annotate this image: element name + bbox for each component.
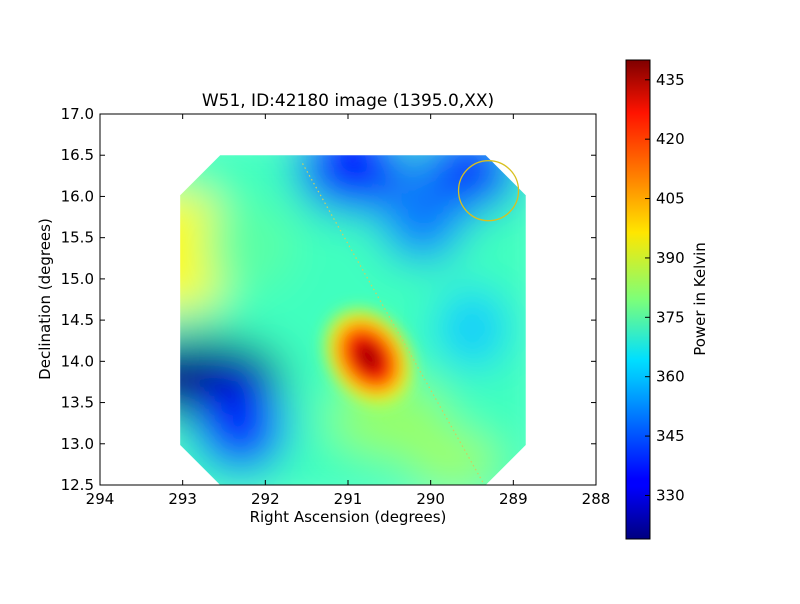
x-tick-label: 289 xyxy=(499,490,528,508)
x-tick-label: 291 xyxy=(334,490,363,508)
y-tick-label: 14.5 xyxy=(61,311,94,329)
colorbar-tick-label: 435 xyxy=(656,71,685,89)
x-axis-ticks: 294 293 292 291 290 289 288 xyxy=(86,114,611,508)
y-tick-label: 16.5 xyxy=(61,146,94,164)
y-tick-label: 16.0 xyxy=(61,187,94,205)
y-tick-label: 13.0 xyxy=(61,435,94,453)
y-tick-label: 12.5 xyxy=(61,476,94,494)
y-tick-label: 15.5 xyxy=(61,229,94,247)
y-tick-label: 17.0 xyxy=(61,105,94,123)
colorbar-tick-label: 390 xyxy=(656,249,685,267)
x-tick-label: 292 xyxy=(251,490,280,508)
colorbar-ticks: 330 345 360 375 390 405 420 435 xyxy=(645,71,685,504)
colorbar-tick-label: 375 xyxy=(656,308,685,326)
colorbar-label: Power in Kelvin xyxy=(691,242,709,356)
colorbar-tick-label: 360 xyxy=(656,368,685,386)
colorbar-tick-label: 420 xyxy=(656,130,685,148)
chart-title: W51, ID:42180 image (1395.0,XX) xyxy=(202,91,494,111)
y-axis-ticks: 12.5 13.0 13.5 14.0 14.5 15.0 15.5 16.0 16.5 17.0 xyxy=(61,105,596,494)
x-tick-label: 288 xyxy=(582,490,611,508)
colorbar-tick-label: 330 xyxy=(656,486,685,504)
heatmap-area xyxy=(180,155,526,485)
y-axis-label: Declination (degrees) xyxy=(36,218,54,380)
x-tick-label: 294 xyxy=(86,490,115,508)
galactic-plane-line xyxy=(302,163,485,486)
x-tick-label: 293 xyxy=(168,490,197,508)
beam-circle xyxy=(457,160,520,222)
y-tick-label: 15.0 xyxy=(61,270,94,288)
y-tick-label: 14.0 xyxy=(61,352,94,370)
y-tick-label: 13.5 xyxy=(61,394,94,412)
colorbar xyxy=(625,59,651,540)
x-tick-label: 290 xyxy=(416,490,445,508)
x-axis-label: Right Ascension (degrees) xyxy=(250,508,447,526)
colorbar-tick-label: 405 xyxy=(656,190,685,208)
colorbar-tick-label: 345 xyxy=(656,427,685,445)
